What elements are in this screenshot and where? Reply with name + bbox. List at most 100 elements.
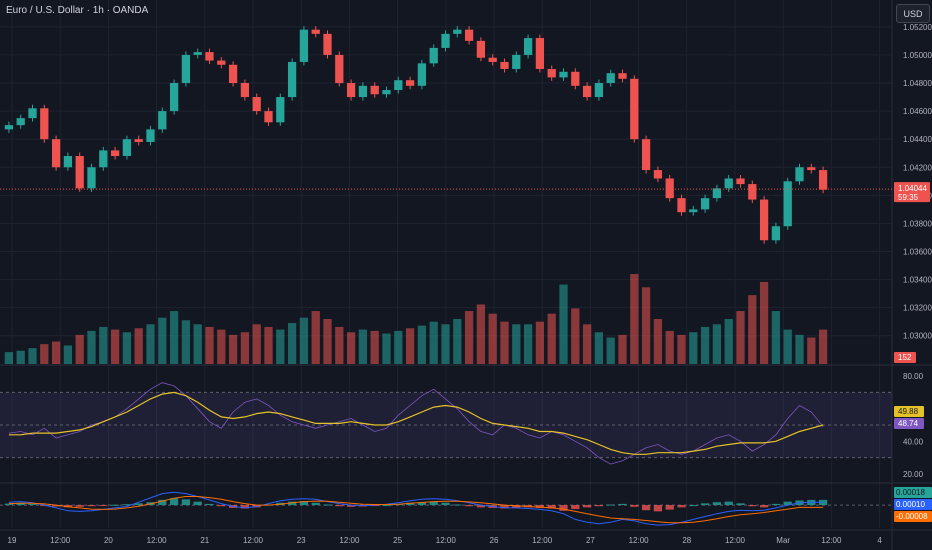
macd-histogram-bar: [748, 505, 757, 507]
macd-histogram-bar: [134, 503, 143, 506]
candle-body: [665, 178, 674, 199]
volume-bar: [736, 311, 745, 364]
macd-histogram-bar: [205, 503, 214, 506]
candle-body: [122, 139, 132, 157]
macd-badge: [894, 487, 932, 498]
volume-bar: [512, 324, 521, 364]
candle-body: [382, 90, 391, 95]
volume-bar: [158, 317, 167, 364]
volume-bar: [807, 337, 816, 364]
candle-body: [51, 139, 61, 168]
volume-bar: [99, 326, 108, 364]
macd-histogram-bar: [571, 505, 580, 510]
candle-body: [795, 167, 804, 182]
macd-histogram-bar: [16, 502, 25, 506]
candle-body: [464, 29, 474, 41]
candle-body: [193, 52, 202, 55]
price-tick: 1.05200: [903, 23, 932, 32]
time-tick: 12:00: [821, 536, 842, 545]
macd-histogram-bar: [382, 505, 391, 507]
volume-bar: [16, 350, 25, 364]
macd-histogram-bar: [476, 505, 486, 508]
candle-body: [771, 226, 781, 241]
candle-body: [110, 150, 120, 157]
price-tick: 1.04200: [903, 163, 932, 172]
candle-body: [571, 71, 580, 86]
volume-bar: [417, 325, 427, 364]
volume-bar: [476, 304, 486, 364]
volume-bar: [394, 330, 403, 364]
price-tick: 1.03000: [903, 332, 932, 341]
price-tick: 1.03600: [903, 248, 932, 257]
time-tick: 12:00: [243, 536, 264, 545]
candle-body: [181, 54, 191, 84]
candle-body: [429, 47, 438, 64]
price-badge-value: 1.04044: [898, 184, 927, 193]
candle-body: [299, 29, 309, 62]
candle-body: [535, 38, 545, 69]
candle-body: [99, 150, 108, 168]
volume-bar: [358, 329, 368, 364]
time-tick: 20: [104, 536, 113, 545]
volume-bar: [500, 321, 509, 364]
rsi-tick: 80.00: [903, 372, 924, 381]
macd-histogram-bar: [759, 505, 769, 508]
candle-body: [28, 108, 37, 119]
volume-bar: [700, 326, 710, 364]
price-tick: 1.05000: [903, 51, 932, 60]
candle-body: [287, 61, 297, 98]
price-tick: 1.03200: [903, 304, 932, 313]
volume-bar: [523, 324, 533, 364]
currency-button[interactable]: USD: [896, 4, 930, 23]
volume-bar: [87, 330, 96, 364]
price-tick: 1.04600: [903, 107, 932, 116]
volume-bar: [240, 332, 250, 364]
volume-bar: [630, 274, 639, 364]
macd-series-line: [8, 496, 824, 524]
volume-bar: [335, 326, 344, 364]
candle-body: [276, 97, 285, 123]
candle-body: [807, 167, 816, 171]
macd-histogram-bar: [783, 501, 792, 506]
price-tick: 1.04800: [903, 79, 932, 88]
volume-bar: [122, 332, 132, 364]
macd-histogram-bar: [240, 505, 250, 509]
rsi-ma-value: 49.88: [898, 407, 919, 416]
time-tick: 12:00: [436, 536, 457, 545]
volume-bar: [51, 341, 61, 364]
volume-bar: [547, 313, 556, 364]
time-tick: 28: [682, 536, 691, 545]
volume-bar: [748, 295, 757, 364]
volume-bar: [181, 320, 191, 364]
volume-bar: [759, 281, 769, 364]
rsi-value: 48.74: [898, 419, 919, 428]
macd-histogram-bar: [500, 505, 509, 509]
macd-histogram-bar: [63, 505, 73, 508]
macd-histogram-bar: [287, 501, 297, 506]
candle-body: [582, 85, 592, 98]
rsi-series-line: [8, 391, 824, 455]
candle-body: [169, 83, 179, 112]
candle-body: [87, 167, 96, 189]
price-badge: [894, 182, 930, 203]
volume-bar: [311, 311, 320, 364]
symbol-title: Euro / U.S. Dollar · 1h · OANDA: [6, 5, 149, 16]
volume-bar: [346, 332, 356, 364]
candle-body: [146, 129, 155, 142]
rsi-ma-badge: [894, 406, 924, 417]
macd-histogram-bar: [311, 502, 320, 506]
macd-histogram-bar: [547, 505, 556, 509]
time-tick: 12:00: [725, 536, 746, 545]
candle-body: [736, 178, 745, 185]
macd-histogram-bar: [75, 505, 84, 507]
volume-bar: [453, 319, 462, 364]
macd-histogram-bar: [323, 504, 332, 506]
volume-bar: [429, 321, 438, 364]
candle-body: [405, 80, 415, 86]
volume-bar: [110, 329, 120, 364]
time-tick: 19: [8, 536, 17, 545]
macd-histogram-bar: [606, 504, 615, 506]
volume-bar: [535, 321, 545, 364]
macd-histogram-bar: [405, 502, 415, 506]
